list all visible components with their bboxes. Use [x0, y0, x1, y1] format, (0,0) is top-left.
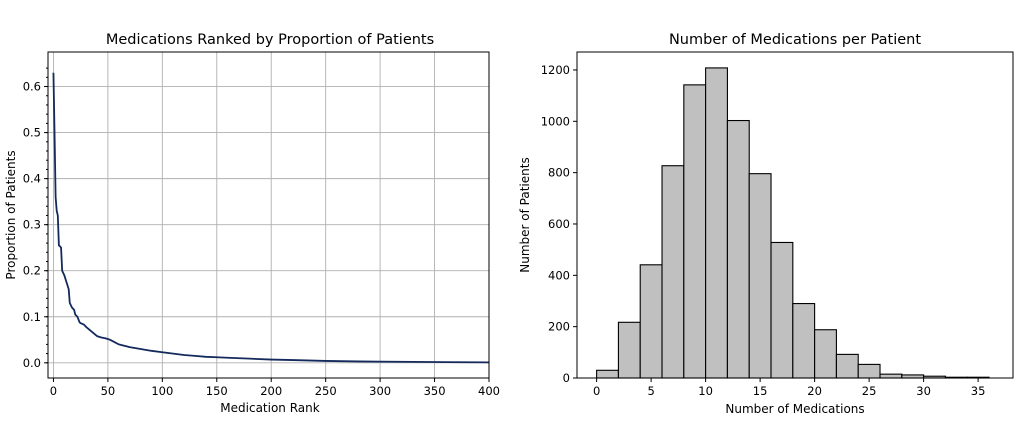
- rank-chart-series-line: [52, 72, 490, 364]
- histogram-ytick-label: 400: [548, 268, 570, 282]
- rank-chart-ytick-label: 0.5: [23, 126, 41, 140]
- histogram-bar: [814, 329, 837, 379]
- histogram-ytick-label: 200: [548, 320, 570, 334]
- histogram-xtick-label: 35: [971, 384, 986, 398]
- histogram-xtick-label: 15: [753, 384, 768, 398]
- histogram-chart-ylabel: Number of Patients: [518, 157, 532, 272]
- histogram-xtick-label: 5: [647, 384, 654, 398]
- histogram-ytick-label: 800: [548, 166, 570, 180]
- rank-chart-xtick-label: 150: [206, 384, 228, 398]
- histogram-xtick-label: 20: [807, 384, 822, 398]
- histogram-bar: [857, 363, 881, 379]
- histogram-bar: [639, 264, 663, 379]
- histogram-xtick-label: 30: [916, 384, 931, 398]
- histogram-bar: [770, 241, 794, 379]
- rank-chart-xtick-label: 300: [369, 384, 391, 398]
- rank-chart-ylabel: Proportion of Patients: [4, 150, 18, 279]
- rank-chart-ytick-label: 0.1: [23, 310, 41, 324]
- histogram-ytick-label: 1200: [541, 63, 570, 77]
- histogram-ytick-label: 0: [563, 371, 570, 385]
- rank-chart-title: Medications Ranked by Proportion of Pati…: [106, 32, 434, 48]
- rank-chart-frame: [47, 51, 490, 379]
- histogram-bar: [792, 303, 816, 379]
- histogram-chart: Number of Medications per Patient 0 5 10 15…: [518, 32, 1014, 416]
- rank-chart-xtick-label: 100: [151, 384, 173, 398]
- rank-chart-xlabel: Medication Rank: [220, 401, 319, 415]
- histogram-chart-xlabel: Number of Medications: [725, 402, 864, 416]
- histogram-xtick-label: 0: [593, 384, 600, 398]
- rank-chart-xtick-label: 200: [260, 384, 282, 398]
- histogram-bar: [705, 67, 728, 379]
- histogram-xtick-label: 25: [862, 384, 877, 398]
- rank-chart-ytick-label: 0.6: [23, 80, 41, 94]
- rank-chart-xtick-label: 250: [315, 384, 337, 398]
- rank-chart-ytick-label: 0.2: [23, 264, 41, 278]
- histogram-bar: [683, 84, 707, 379]
- histogram-bar: [879, 373, 903, 379]
- histogram-chart-title: Number of Medications per Patient: [669, 32, 921, 48]
- rank-chart-ytick-label: 0.4: [23, 172, 41, 186]
- rank-chart: Medications Ranked by Proportion of Pati…: [4, 32, 500, 415]
- rank-chart-ytick-label: 0.3: [23, 218, 41, 232]
- rank-chart-xtick-label: 0: [50, 384, 57, 398]
- histogram-bar: [748, 173, 772, 379]
- histogram-bar: [726, 119, 750, 379]
- histogram-chart-frame: [576, 51, 1014, 379]
- rank-chart-xtick-label: 50: [101, 384, 116, 398]
- histogram-bar: [661, 165, 685, 379]
- rank-chart-ytick-label: 0.0: [23, 356, 41, 370]
- histogram-ytick-label: 1000: [541, 114, 570, 128]
- histogram-bar: [617, 321, 641, 379]
- histogram-bar: [835, 353, 859, 379]
- histogram-bar: [596, 369, 619, 379]
- rank-chart-xtick-label: 400: [478, 384, 500, 398]
- histogram-ytick-label: 600: [548, 217, 570, 231]
- histogram-xtick-label: 10: [698, 384, 713, 398]
- rank-chart-xtick-label: 350: [424, 384, 446, 398]
